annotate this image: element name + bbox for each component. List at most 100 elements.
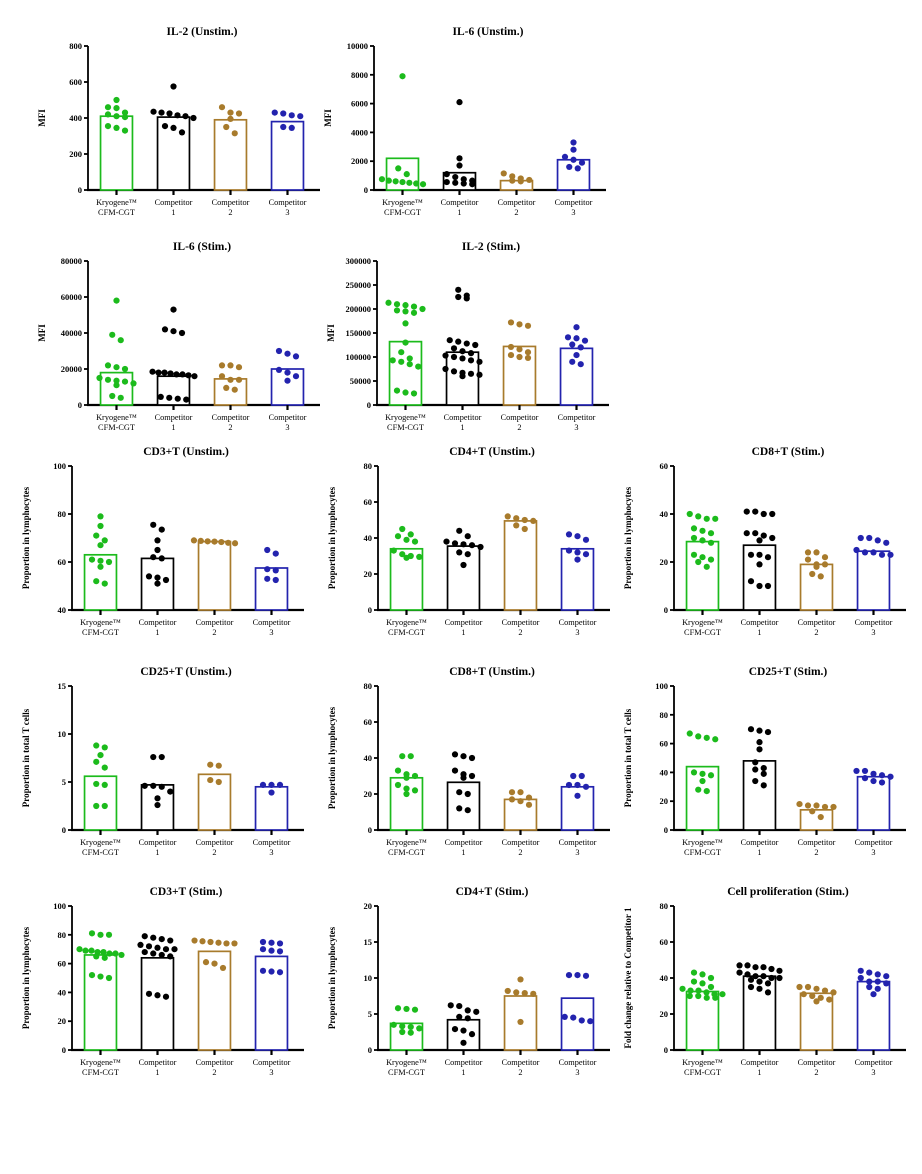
scatter-point: [565, 972, 573, 979]
scatter-point: [113, 297, 120, 304]
y-tick-label: 40: [58, 605, 67, 615]
x-category-label: Competitor: [445, 618, 483, 627]
scatter-point: [109, 331, 116, 338]
y-tick-label: 0: [664, 605, 668, 615]
scatter-point: [826, 996, 833, 1003]
x-category-label: 3: [575, 848, 579, 857]
scatter-point: [686, 730, 693, 737]
scatter-point: [154, 992, 161, 999]
scatter-point: [743, 508, 750, 515]
y-tick-label: 200000: [346, 304, 372, 314]
scatter-point: [174, 395, 181, 402]
scatter-point: [158, 109, 165, 116]
y-tick-label: 10000: [347, 41, 368, 51]
scatter-point: [460, 753, 467, 760]
scatter-point: [155, 369, 162, 376]
y-tick-label: 0: [368, 825, 372, 835]
scatter-point: [703, 515, 710, 522]
scatter-point: [395, 165, 402, 172]
scatter-point: [97, 542, 104, 549]
x-category-label: 1: [155, 848, 159, 857]
scatter-point: [393, 387, 401, 394]
scatter-point: [104, 376, 112, 383]
x-category-label: CFM-CGT: [387, 423, 424, 432]
scatter-point: [191, 937, 198, 944]
mean-bar: [446, 781, 481, 831]
scatter-point: [468, 1031, 476, 1038]
scatter-point: [530, 990, 537, 997]
scatter-point: [442, 352, 449, 359]
scatter-point: [411, 772, 419, 780]
mean-bar: [503, 520, 538, 611]
scatter-point: [821, 561, 829, 568]
scatter-point: [402, 339, 409, 346]
scatter-point: [413, 180, 420, 187]
x-category-label: 3: [574, 423, 578, 432]
x-category-label: 2: [518, 1068, 522, 1077]
mean-bar: [856, 550, 891, 611]
scatter-point: [398, 358, 405, 365]
scatter-point: [231, 130, 238, 137]
scatter-point: [570, 156, 577, 163]
scatter-point: [459, 348, 466, 355]
x-category-label: 3: [871, 628, 875, 637]
scatter-point: [403, 171, 410, 178]
chart-svg: CD4+T (Unstim.) Proportion in lymphocytes…: [327, 446, 610, 637]
x-category-label: 1: [461, 628, 465, 637]
scatter-point: [399, 1028, 406, 1036]
scatter-point: [407, 1023, 414, 1031]
y-tick-label: 400: [69, 113, 82, 123]
x-category-label: 2: [814, 1068, 818, 1077]
scatter-point: [517, 178, 524, 185]
x-category-label: Competitor: [155, 413, 193, 422]
y-tick-label: 40: [58, 987, 67, 997]
y-tick-label: 600: [69, 77, 82, 87]
y-tick-label: 20: [364, 569, 373, 579]
y-axis-title: Proportion in lymphocytes: [623, 486, 633, 589]
scatter-point: [399, 1023, 406, 1030]
scatter-point: [145, 943, 153, 950]
scatter-point: [573, 335, 580, 342]
scatter-point: [456, 527, 463, 534]
scatter-point: [861, 549, 869, 556]
scatter-point: [764, 728, 772, 736]
scatter-point: [399, 73, 406, 80]
scatter-point: [105, 558, 113, 566]
chart-title: CD3+T (Unstim.): [143, 446, 229, 458]
scatter-point: [513, 522, 520, 529]
scatter-point: [113, 113, 120, 120]
scatter-point: [88, 556, 96, 563]
scatter-point: [154, 546, 161, 554]
scatter-point: [271, 109, 278, 116]
scatter-point: [259, 781, 267, 788]
scatter-point: [564, 334, 572, 341]
scatter-point: [223, 384, 230, 391]
scatter-point: [456, 162, 463, 169]
scatter-point: [394, 533, 402, 540]
y-tick-label: 200: [69, 149, 82, 159]
scatter-point: [524, 349, 532, 356]
scatter-point: [145, 573, 153, 580]
scatter-point: [141, 933, 148, 940]
y-tick-label: 80000: [61, 256, 82, 266]
scatter-point: [284, 377, 291, 384]
scatter-point: [104, 123, 112, 130]
scatter-point: [861, 767, 869, 775]
scatter-point: [459, 373, 466, 380]
scatter-point: [468, 542, 476, 549]
scatter-point: [284, 369, 291, 376]
x-category-label: 1: [757, 848, 761, 857]
chart-cd8-t-unstim: CD8+T (Unstim.) Proportion in lymphocytes…: [326, 662, 622, 868]
scatter-point: [830, 989, 837, 996]
x-category-label: Competitor: [559, 618, 597, 627]
scatter-point: [231, 940, 238, 947]
x-category-label: Competitor: [741, 618, 779, 627]
x-category-label: 2: [228, 208, 232, 217]
scatter-point: [581, 337, 589, 344]
scatter-point: [570, 146, 577, 153]
scatter-point: [760, 770, 767, 777]
scatter-point: [88, 947, 95, 954]
scatter-point: [703, 989, 710, 996]
scatter-point: [764, 582, 772, 590]
scatter-point: [582, 536, 590, 543]
